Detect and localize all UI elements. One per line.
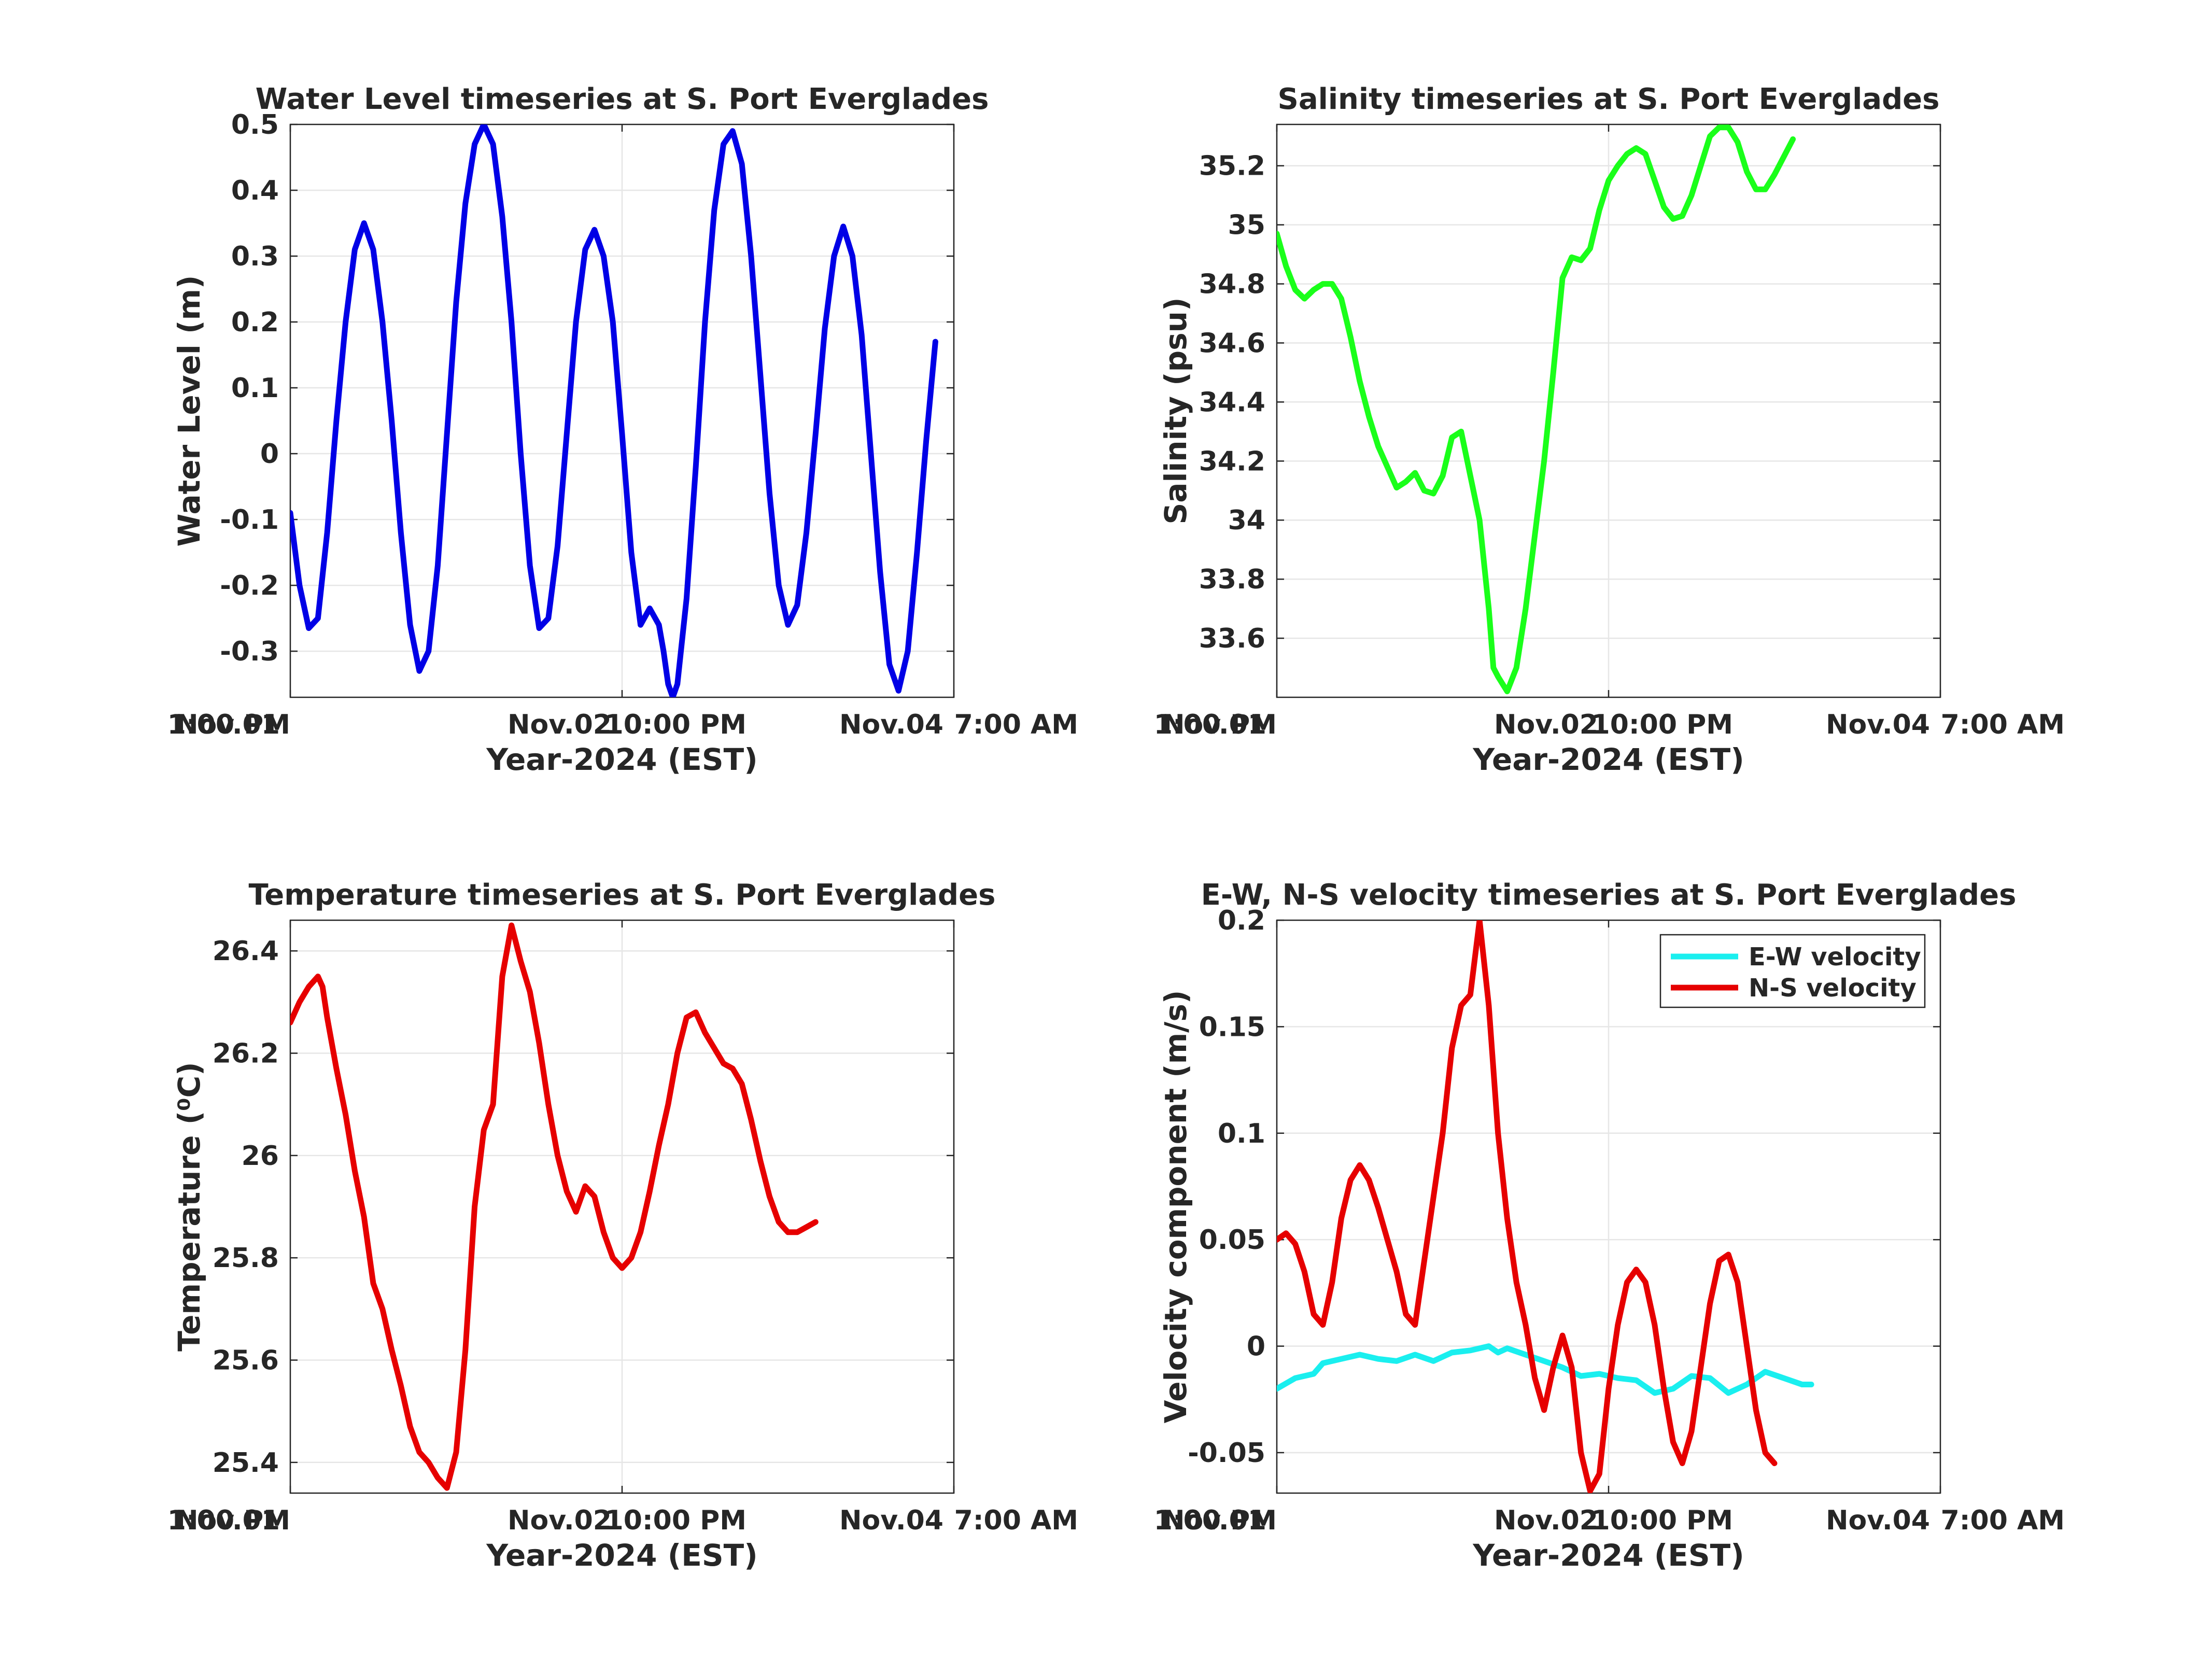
y-axis-label: Salinity (psu) [1158, 298, 1193, 525]
y-tick-label: 26 [242, 1141, 279, 1172]
chart-panel-2: 33.6 33.8 34 34.2 34.4 34.6 34.8 35 35.2 Nov.01 No… [1154, 82, 2065, 777]
x-time-label: 10:00 PM [605, 1505, 746, 1536]
x-time-label: 7:00 AM [954, 709, 1078, 740]
series-line-1 [1277, 124, 1796, 695]
chart-panel-4: -0.05 0 0.05 0.1 0.15 0.2 Nov.01 Nov.02 Nov.04 1:… [1154, 878, 2065, 1573]
x-time-label: 1:00 PM [1154, 1505, 1277, 1536]
y-tick-label: 35 [1228, 210, 1265, 241]
legend-label: E-W velocity [1749, 943, 1921, 972]
y-tick-label: 33.6 [1199, 623, 1265, 654]
y-axis-label: Velocity component (m/s) [1158, 990, 1193, 1424]
y-tick-label: 0 [1247, 1331, 1265, 1362]
y-tick-label: 0 [260, 439, 279, 470]
y-tick-label: 0.5 [231, 109, 279, 140]
y-tick-label: 0.2 [1218, 905, 1265, 936]
x-tick-label: Nov.04 [839, 709, 943, 740]
y-tick-label: 34.4 [1199, 387, 1265, 418]
x-time-label: 1:00 PM [167, 709, 290, 740]
x-time-label: 7:00 AM [1941, 709, 2065, 740]
x-time-label: 10:00 PM [1591, 1505, 1733, 1536]
y-tick-label: 33.8 [1199, 564, 1265, 595]
x-time-label: 1:00 PM [167, 1505, 290, 1536]
x-tick-label: Nov.01 [176, 1505, 280, 1536]
x-time-label: 10:00 PM [1591, 709, 1733, 740]
x-tick-label: Nov.02 [508, 1505, 612, 1536]
legend-box [1659, 934, 1926, 1008]
series-line-1 [290, 922, 819, 1491]
x-time-label: 7:00 AM [954, 1505, 1078, 1536]
y-tick-label: 0.15 [1199, 1011, 1265, 1043]
y-tick-label: -0.2 [220, 570, 279, 601]
x-tick-label: Nov.01 [176, 709, 280, 740]
series-line-n-s-velocity [1277, 920, 1778, 1493]
x-time-label: 10:00 PM [605, 709, 746, 740]
x-tick-label: Nov.04 [1826, 709, 1930, 740]
chart-title: Salinity timeseries at S. Port Everglade… [1278, 82, 1940, 116]
y-tick-label: 34.8 [1199, 269, 1265, 300]
y-tick-label: 35.2 [1199, 151, 1265, 182]
chart-title: Temperature timeseries at S. Port Evergl… [249, 878, 996, 912]
y-tick-label: 25.8 [213, 1243, 279, 1274]
y-tick-label: 25.4 [213, 1447, 279, 1479]
series-line-1 [290, 124, 938, 697]
x-time-label: 7:00 AM [1941, 1505, 2065, 1536]
y-tick-label: 25.6 [213, 1345, 279, 1376]
chart-panel-1: -0.3 -0.2 -0.1 0 0.1 0.2 0.3 0.4 0.5 Nov.01 Nov.02… [167, 82, 1078, 777]
x-time-label: 1:00 PM [1154, 709, 1277, 740]
x-tick-label: Nov.01 [1162, 1505, 1266, 1536]
y-tick-label: -0.1 [220, 504, 279, 536]
y-tick-label: 34.2 [1199, 446, 1265, 477]
chart-panel-3: 25.4 25.6 25.8 26 26.2 26.4 Nov.01 Nov.02 Nov.04… [167, 878, 1078, 1573]
x-axis-label: Year-2024 (EST) [486, 1538, 757, 1573]
chart-title: E-W, N-S velocity timeseries at S. Port … [1201, 878, 2017, 912]
y-tick-label: 0.3 [231, 241, 279, 272]
y-tick-label: 26.2 [213, 1038, 279, 1070]
y-tick-label: 34 [1228, 505, 1265, 536]
series-line-e-w-velocity [1277, 1343, 1814, 1396]
y-tick-label: -0.05 [1188, 1438, 1265, 1469]
x-tick-label: Nov.04 [1826, 1505, 1930, 1536]
x-tick-label: Nov.02 [508, 709, 612, 740]
x-tick-label: Nov.02 [1494, 709, 1598, 740]
x-axis-label: Year-2024 (EST) [1472, 1538, 1744, 1573]
y-tick-label: 0.1 [1218, 1118, 1265, 1149]
x-tick-label: Nov.04 [839, 1505, 943, 1536]
x-axis-label: Year-2024 (EST) [1472, 742, 1744, 777]
y-tick-label: 34.6 [1199, 328, 1265, 359]
y-tick-label: -0.3 [220, 636, 279, 667]
chart-title: Water Level timeseries at S. Port Evergl… [256, 82, 989, 116]
x-axis-label: Year-2024 (EST) [486, 742, 757, 777]
y-tick-label: 0.05 [1199, 1225, 1265, 1256]
y-tick-label: 26.4 [213, 936, 279, 967]
y-tick-label: 0.2 [231, 307, 279, 338]
y-tick-label: 0.4 [231, 175, 279, 206]
x-tick-label: Nov.01 [1162, 709, 1266, 740]
x-tick-label: Nov.02 [1494, 1505, 1598, 1536]
y-tick-label: 0.1 [231, 373, 279, 404]
legend-label: N-S velocity [1749, 974, 1917, 1003]
y-axis-label: Water Level (m) [172, 275, 207, 547]
y-axis-label: Temperature (⁰C) [172, 1062, 207, 1351]
